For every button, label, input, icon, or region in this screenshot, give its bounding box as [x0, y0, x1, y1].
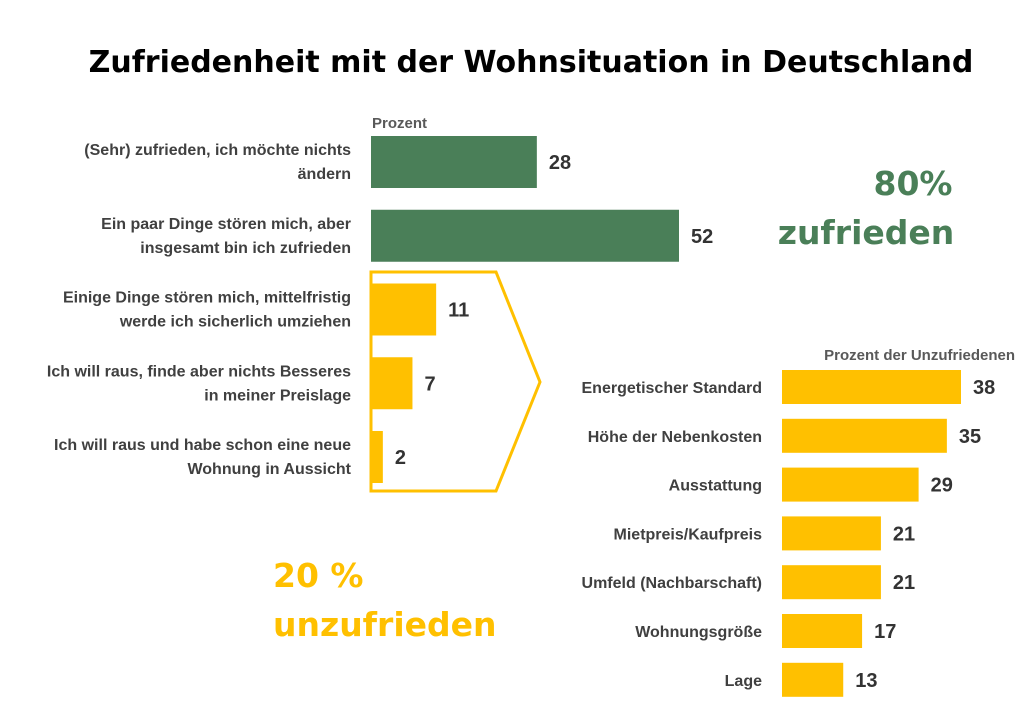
right-category-label: Energetischer Standard: [582, 380, 763, 397]
left-category-label: Wohnung in Aussicht: [187, 461, 351, 478]
right-category-label: Ausstattung: [669, 478, 762, 495]
left-bar: [371, 209, 679, 262]
right-value-label: 38: [973, 377, 995, 399]
dissatisfied-share-label: unzufrieden: [273, 605, 497, 644]
left-category-label: ändern: [298, 166, 351, 183]
right-category-label: Lage: [725, 673, 762, 690]
right-value-label: 21: [893, 523, 915, 545]
dissatisfied-bracket: [369, 270, 542, 493]
dissatisfied-share-value: 20 %: [273, 556, 363, 595]
left-category-label: werde ich sicherlich umziehen: [119, 314, 351, 331]
left-category-label: Ich will raus und habe schon eine neue: [54, 437, 351, 454]
left-category-label: (Sehr) zufrieden, ich möchte nichts: [84, 142, 351, 159]
left-bar: [371, 283, 437, 336]
right-bar: [782, 614, 863, 648]
satisfied-share-value: 80%: [874, 164, 953, 203]
left-bar: [371, 136, 537, 188]
left-bar: [371, 431, 383, 483]
right-value-label: 35: [959, 426, 981, 448]
right-value-label: 17: [874, 621, 896, 643]
right-category-label: Mietpreis/Kaufpreis: [614, 526, 763, 543]
right-category-label: Umfeld (Nachbarschaft): [582, 575, 762, 592]
right-bar: [782, 662, 844, 697]
right-category-label: Wohnungsgröße: [635, 624, 762, 641]
right-bar: [782, 370, 961, 404]
left-value-label: 7: [424, 373, 435, 395]
chart-title: Zufriedenheit mit der Wohnsituation in D…: [89, 45, 974, 80]
right-bar: [782, 565, 881, 600]
left-value-label: 52: [691, 226, 713, 248]
left-value-label: 2: [395, 447, 406, 469]
left-bar: [371, 357, 413, 410]
left-value-label: 11: [448, 300, 469, 322]
right-value-label: 21: [893, 572, 915, 594]
left-category-label: in meiner Preislage: [204, 387, 351, 404]
left-category-label: insgesamt bin ich zufrieden: [140, 240, 351, 257]
right-unit-label: Prozent der Unzufriedenen: [824, 347, 1015, 364]
left-category-label: Einige Dinge stören mich, mittelfristig: [63, 290, 351, 307]
right-bar: [782, 516, 881, 551]
right-value-label: 13: [855, 670, 877, 692]
right-bar-group: 38 Energetischer Standard 35 Höhe der Neben…: [582, 370, 995, 697]
right-bar: [782, 467, 919, 502]
left-bar-group: 28 (Sehr) zufrieden, ich möchte nichts änd…: [47, 136, 713, 483]
left-value-label: 28: [549, 152, 571, 174]
right-value-label: 29: [931, 475, 953, 497]
left-category-label: Ein paar Dinge stören mich, aber: [101, 216, 351, 233]
right-bar: [782, 418, 947, 453]
left-category-label: Ich will raus, finde aber nichts Bessere…: [47, 363, 351, 380]
right-category-label: Höhe der Nebenkosten: [588, 429, 762, 446]
satisfied-share-label: zufrieden: [778, 213, 955, 252]
left-unit-label: Prozent: [372, 115, 427, 132]
